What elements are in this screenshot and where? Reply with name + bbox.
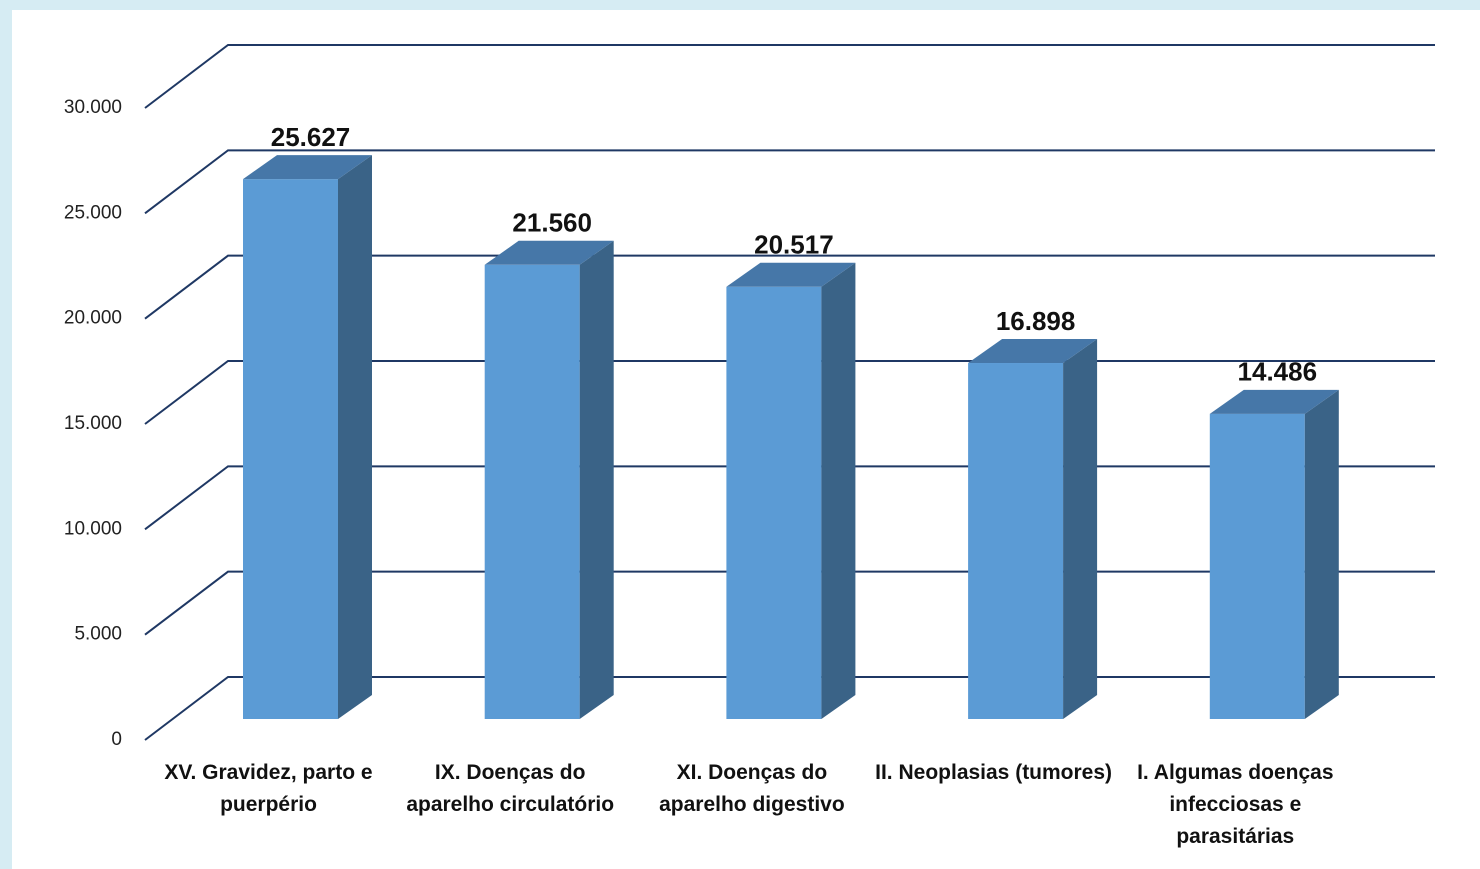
data-label: 25.627 <box>271 122 351 152</box>
y-tick-label: 5.000 <box>74 624 122 645</box>
bar-front <box>1209 413 1305 719</box>
bar-front <box>484 264 580 719</box>
grid-line <box>144 149 1435 215</box>
bar <box>484 240 614 719</box>
y-tick-label: 10.000 <box>64 518 122 539</box>
bar <box>726 262 856 719</box>
bar-top <box>243 155 372 180</box>
bar-side <box>338 155 372 720</box>
y-tick-label: 15.000 <box>64 413 122 434</box>
chart: 0 5.000 10.000 15.000 20.000 25.000 30.000 25.6… <box>64 44 1435 750</box>
grid-line <box>144 44 1435 109</box>
x-tick-label: II. Neoplasias (tumores) <box>875 761 1113 784</box>
bar <box>243 155 372 720</box>
bar-top <box>1209 389 1339 414</box>
y-tick-label: 30.000 <box>64 97 122 118</box>
data-label: 14.486 <box>1238 357 1318 387</box>
bar <box>968 339 1098 719</box>
y-tick-label: 0 <box>111 729 122 750</box>
bar-side <box>1304 389 1339 719</box>
y-tick-label: 20.000 <box>64 308 122 329</box>
x-tick-label: I. Algumas doenças infecciosas e parasit… <box>1137 761 1334 848</box>
bar-side <box>579 240 614 719</box>
bar-side <box>1063 339 1098 719</box>
data-label: 21.560 <box>512 208 592 238</box>
data-label: 20.517 <box>754 230 834 260</box>
y-tick-label: 25.000 <box>64 202 122 223</box>
x-tick-label: XV. Gravidez, parto e puerpério <box>164 761 373 816</box>
data-label: 16.898 <box>996 306 1076 336</box>
bar-front <box>726 286 822 719</box>
bar-front <box>968 363 1064 719</box>
bar-side <box>821 262 856 719</box>
bar-top <box>726 262 856 287</box>
bar-top <box>484 240 614 265</box>
grid-line <box>144 254 1435 320</box>
bar <box>1209 389 1339 719</box>
x-tick-label: IX. Doenças do aparelho circulatório <box>406 761 615 816</box>
chart-panel: 0 5.000 10.000 15.000 20.000 25.000 30.000 25.6… <box>12 10 1480 869</box>
bar-top <box>968 339 1098 364</box>
bar-front <box>243 179 338 720</box>
x-tick-label: XI. Doenças do aparelho digestivo <box>659 761 845 816</box>
